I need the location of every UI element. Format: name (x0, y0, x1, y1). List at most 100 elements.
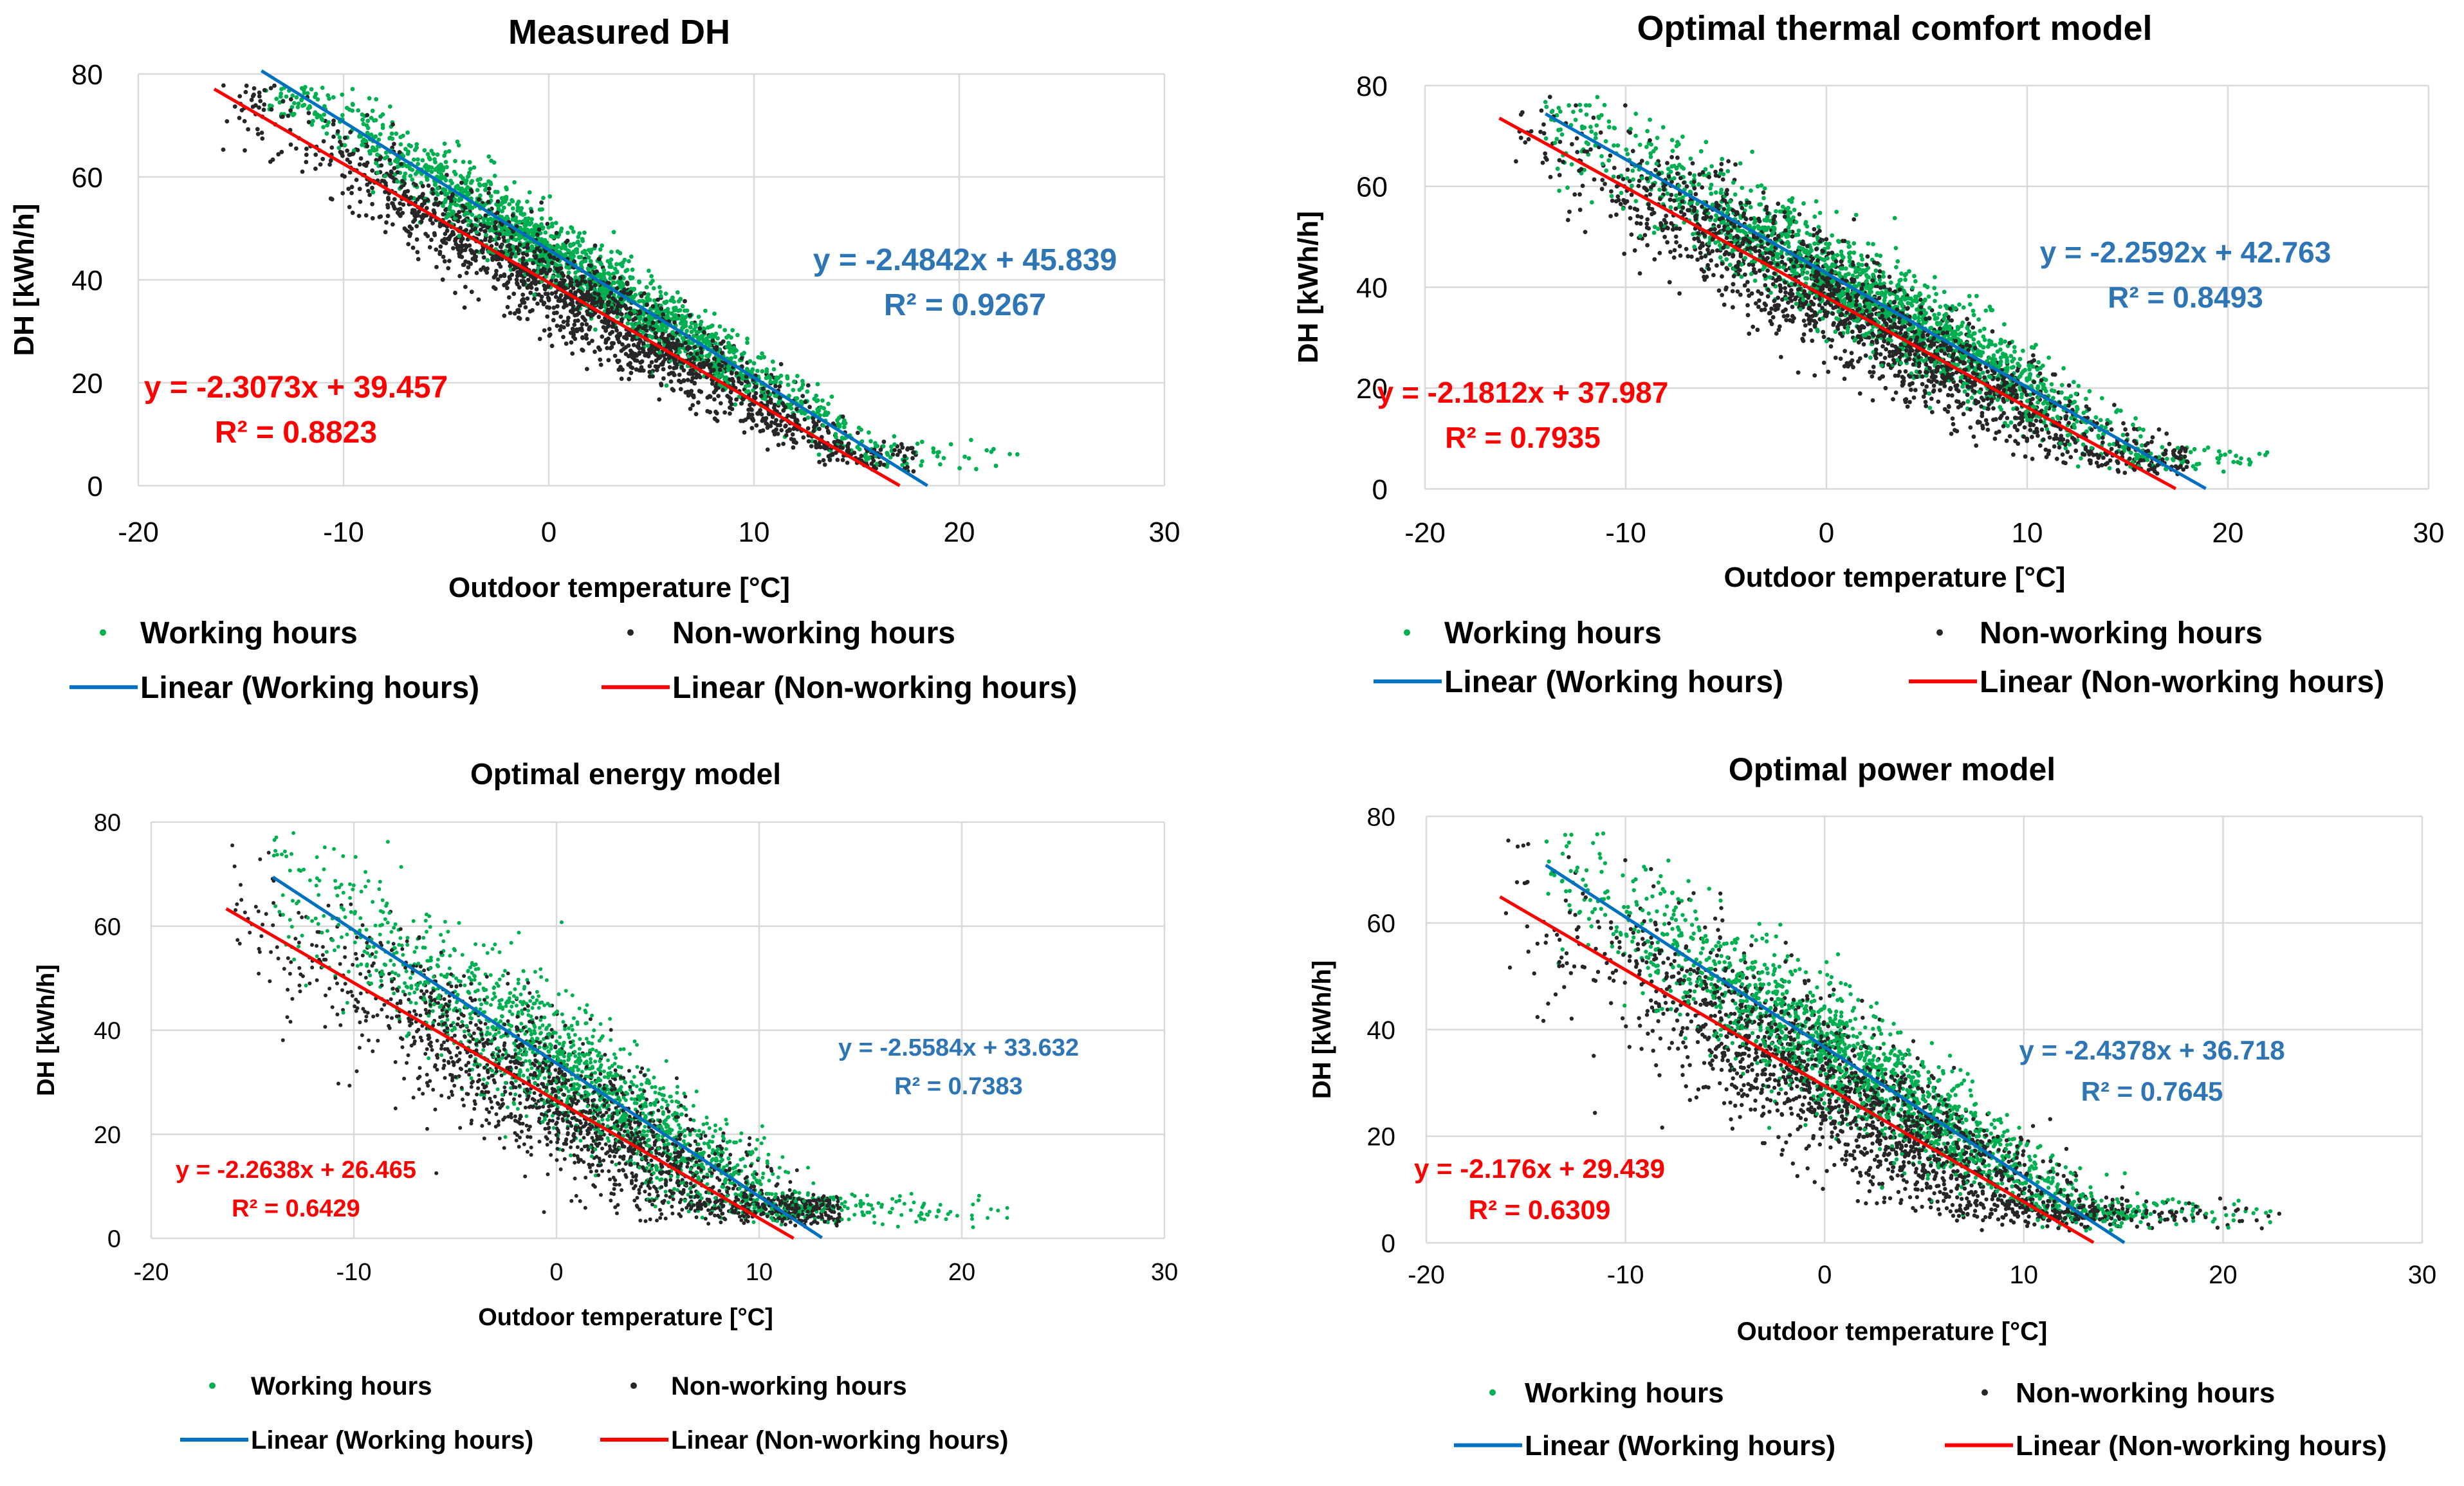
working-point (974, 467, 979, 472)
working-point (722, 377, 727, 381)
working-point (467, 205, 472, 210)
non-working-point (566, 275, 571, 279)
non-working-point (614, 308, 619, 313)
working-point (540, 216, 544, 221)
working-point (292, 101, 297, 105)
non-working-point (1759, 291, 1763, 296)
non-working-point (461, 203, 465, 208)
non-working-point (455, 246, 460, 250)
non-working-point (699, 390, 703, 394)
working-point (773, 380, 778, 385)
non-working-point (542, 328, 547, 333)
working-point (1680, 134, 1685, 139)
non-working-point (525, 253, 529, 257)
non-working-point (2151, 436, 2155, 440)
working-point (665, 383, 669, 388)
non-working-point (506, 305, 510, 309)
working-point (836, 423, 840, 427)
non-working-point (1711, 273, 1716, 277)
working-point (468, 167, 473, 171)
non-working-point (434, 197, 438, 201)
non-working-point (721, 388, 725, 392)
non-working-point (778, 423, 782, 427)
working-point (371, 109, 375, 113)
non-working-point (779, 362, 784, 367)
non-working-point (633, 316, 638, 321)
non-working-point (462, 262, 466, 267)
working-point (504, 187, 509, 192)
working-point (600, 286, 605, 290)
working-point (1606, 158, 1611, 163)
non-working-point (631, 335, 636, 339)
working-point (984, 448, 989, 453)
non-working-point (1938, 388, 1942, 392)
working-point (387, 136, 392, 141)
working-point (1625, 176, 1630, 181)
non-working-point (329, 145, 334, 150)
working-point (676, 290, 680, 295)
non-working-point (682, 379, 686, 383)
working-point (728, 350, 732, 354)
non-working-point (779, 428, 784, 432)
non-working-point (521, 252, 526, 256)
non-working-point (593, 243, 598, 248)
non-working-point (588, 325, 593, 329)
non-working-point (589, 314, 593, 318)
non-working-point (502, 272, 506, 277)
non-working-point (728, 412, 732, 416)
working-point (548, 217, 553, 221)
y-tick-label: 80 (71, 59, 103, 91)
non-working-point (628, 306, 632, 311)
non-working-point (467, 243, 472, 248)
non-working-point (1575, 136, 1579, 141)
non-working-point (550, 291, 555, 296)
working-point (457, 234, 462, 238)
working-point (551, 275, 555, 279)
working-point (1585, 113, 1589, 117)
working-point (771, 360, 775, 364)
working-point (645, 285, 649, 289)
non-working-point (539, 271, 544, 275)
working-point (637, 299, 641, 304)
non-working-point (679, 387, 683, 392)
working-point (582, 249, 587, 253)
non-working-point (1660, 228, 1665, 232)
non-working-point (817, 427, 822, 431)
non-working-point (1936, 399, 1940, 404)
non-working-point (778, 384, 782, 389)
non-working-point (617, 340, 621, 344)
working-point (1974, 294, 1979, 298)
non-working-point (502, 239, 506, 243)
non-working-point (414, 183, 418, 187)
working-point (1749, 188, 1753, 193)
x-tick-label: 10 (739, 517, 770, 548)
non-working-point (791, 432, 795, 437)
non-working-point (657, 398, 661, 402)
non-working-point (1720, 293, 1724, 297)
non-working-point (806, 427, 811, 431)
non-working-point (580, 335, 585, 340)
x-tick-label: -20 (1404, 517, 1446, 549)
non-working-point (730, 371, 734, 376)
working-point (584, 259, 588, 263)
non-working-point (357, 214, 362, 218)
non-working-point (814, 443, 818, 448)
non-working-point (404, 228, 409, 233)
working-point (670, 311, 674, 316)
working-point (475, 188, 480, 192)
legend-label: Linear (Non-working hours) (672, 671, 1077, 705)
non-working-point (320, 157, 325, 161)
non-working-point (673, 362, 677, 366)
working-point (735, 333, 740, 338)
non-working-point (638, 311, 642, 315)
non-working-point (495, 210, 500, 215)
non-working-point (1549, 175, 1553, 179)
non-working-point (688, 313, 692, 318)
non-working-point (552, 311, 556, 315)
working-point (322, 113, 326, 117)
non-working-point (548, 268, 553, 272)
non-working-point (754, 391, 759, 396)
working-point (532, 224, 537, 228)
non-working-point (693, 345, 697, 349)
